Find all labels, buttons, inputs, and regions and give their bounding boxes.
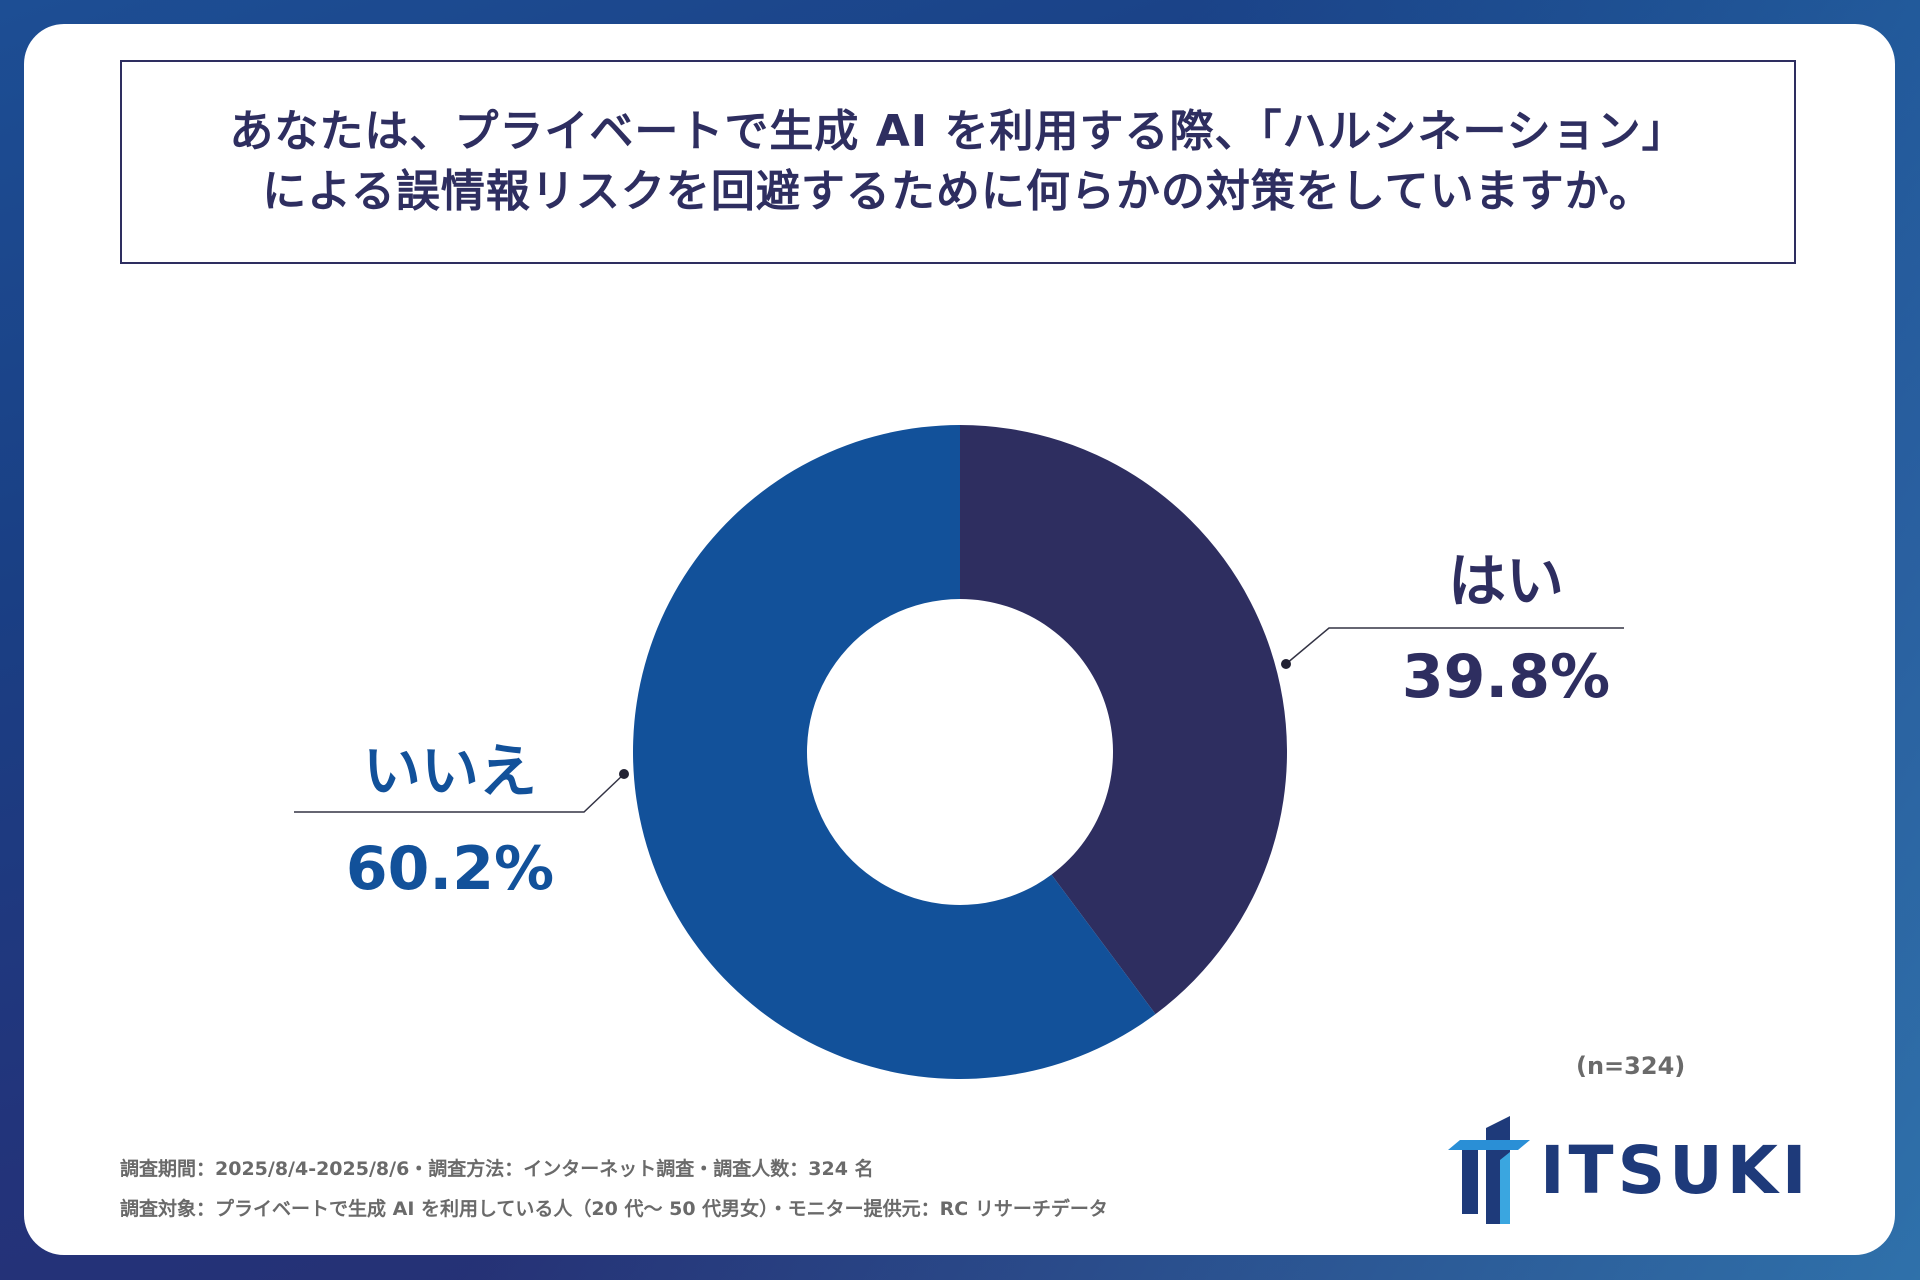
- no-leader-dot: [619, 769, 629, 779]
- question-title-box: あなたは、プライベートで生成 AI を利用する際、「ハルシネーション」 による誤…: [120, 60, 1796, 264]
- yes-leader-dot: [1281, 659, 1291, 669]
- donut-slice-no: [632, 425, 1156, 1079]
- question-title-line-1: あなたは、プライベートで生成 AI を利用する際、「ハルシネーション」: [229, 106, 1687, 157]
- donut-slice-yes: [960, 425, 1287, 1015]
- no-leader-line: [294, 773, 625, 813]
- itsuki-logo-mark-icon: [1448, 1116, 1530, 1224]
- yes-category-label: はい: [1447, 547, 1564, 615]
- yes-leader-line: [1285, 627, 1624, 665]
- yes-percent-label: 39.8%: [1401, 642, 1611, 712]
- sample-size: (n=324): [1576, 1052, 1686, 1080]
- survey-period-footnote: 調査期間：2025/8/4-2025/8/6・調査方法：インターネット調査・調査…: [120, 1158, 874, 1180]
- chart-card: あなたは、プライベートで生成 AI を利用する際、「ハルシネーション」 による誤…: [24, 24, 1895, 1255]
- question-title-line-2: による誤情報リスクを回避するために何らかの対策をしていますか。: [262, 166, 1654, 217]
- itsuki-logo: ITSUKI: [1448, 1116, 1828, 1226]
- no-percent-label: 60.2%: [345, 834, 555, 904]
- donut-chart: [294, 425, 1624, 1079]
- itsuki-logo-text: ITSUKI: [1540, 1132, 1811, 1209]
- no-category-label: いいえ: [362, 737, 537, 805]
- survey-target-footnote: 調査対象：プライベートで生成 AI を利用している人（20 代～ 50 代男女）…: [120, 1198, 1108, 1220]
